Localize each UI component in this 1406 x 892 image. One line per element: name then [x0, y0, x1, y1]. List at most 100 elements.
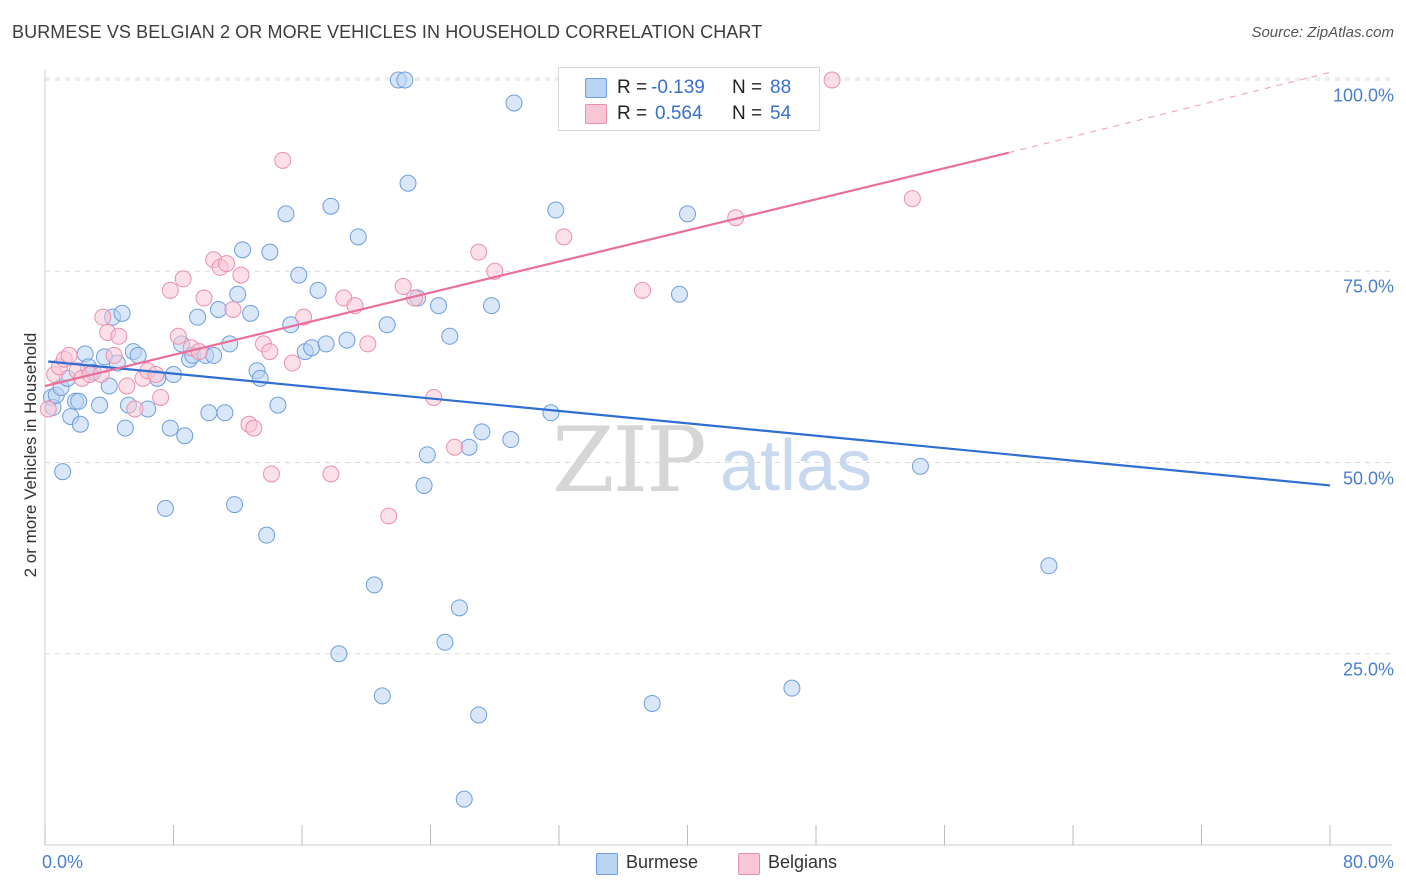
belgians-point: [261, 343, 279, 361]
belgians-point: [169, 327, 187, 345]
legend-n-label: N =: [732, 103, 763, 124]
belgians-point: [126, 400, 144, 418]
burmese-point: [911, 457, 929, 475]
belgians-point: [274, 151, 292, 169]
legend-r-value: 0.564: [655, 103, 703, 124]
burmese-point: [330, 645, 348, 663]
burmese-point: [378, 316, 396, 334]
burmese-point: [679, 205, 696, 223]
burmese-point: [116, 419, 134, 437]
belgians-point: [295, 308, 313, 326]
legend-r-value: -0.139: [651, 77, 705, 98]
burmese-swatch-icon: [585, 78, 607, 98]
burmese-point: [460, 438, 478, 456]
burmese-point: [258, 526, 276, 544]
belgians-point: [147, 366, 165, 384]
burmese-point: [277, 205, 295, 223]
watermark-zip: ZIP: [552, 408, 707, 513]
legend-n-label: N =: [732, 77, 763, 98]
burmese-point: [470, 706, 488, 724]
y-tick-label: 75.0%: [1342, 276, 1394, 297]
belgians-point: [634, 281, 652, 299]
belgians-legend-icon: [738, 853, 760, 875]
burmese-point: [396, 71, 414, 89]
legend-n-value: 88: [770, 77, 792, 98]
belgians-point: [110, 327, 128, 345]
belgians-point: [118, 377, 136, 395]
y-tick-label: 25.0%: [1342, 659, 1394, 680]
burmese-point: [309, 281, 327, 299]
burmese-point: [365, 576, 383, 594]
belgians-point: [105, 346, 123, 364]
belgians-point: [359, 335, 377, 353]
burmese-point: [349, 228, 367, 246]
burmese-legend-icon: [596, 853, 618, 875]
burmese-point: [430, 297, 448, 315]
burmese-point: [670, 285, 688, 303]
burmese-point: [418, 446, 436, 464]
belgians-swatch-icon: [585, 104, 607, 124]
burmese-point: [229, 285, 247, 303]
belgians-point: [152, 388, 170, 406]
burmese-point: [70, 392, 88, 410]
belgians-point: [380, 507, 398, 525]
burmese-point: [205, 346, 223, 364]
burmese-point: [505, 94, 523, 112]
belgians-point: [195, 289, 213, 307]
burmese-point: [261, 243, 279, 261]
burmese-point: [200, 404, 218, 422]
burmese-point: [483, 297, 501, 315]
belgians-trend-line: [44, 151, 1010, 388]
legend-r-label: R =: [617, 77, 648, 98]
burmese-point: [209, 301, 227, 318]
burmese-point: [251, 369, 269, 387]
burmese-point: [234, 241, 252, 259]
chart-title: BURMESE VS BELGIAN 2 OR MORE VEHICLES IN…: [12, 22, 763, 42]
belgians-point: [394, 278, 412, 296]
burmese-trend-line: [48, 360, 1331, 487]
burmese-point: [450, 599, 468, 617]
belgians-point: [60, 346, 78, 364]
belgians-point: [190, 343, 208, 361]
burmese-point: [242, 304, 260, 322]
burmese-point: [290, 266, 308, 284]
belgians-point: [470, 243, 488, 261]
belgians-point: [161, 281, 179, 299]
burmese-point: [176, 427, 194, 445]
burmese-point: [189, 308, 207, 326]
burmese-point: [542, 404, 560, 422]
x-tick-label: 0.0%: [42, 852, 84, 872]
burmese-point: [399, 174, 417, 192]
burmese-point: [269, 396, 287, 414]
burmese-point: [113, 304, 131, 322]
belgians-point: [823, 71, 841, 89]
belgians-point: [322, 465, 340, 483]
burmese-point: [441, 327, 459, 345]
burmese-point: [455, 790, 473, 808]
belgians-point: [283, 354, 301, 372]
burmese-point: [216, 404, 234, 422]
belgians-point: [903, 190, 921, 208]
belgians-point: [555, 228, 573, 246]
x-tick-label: 80.0%: [1342, 852, 1394, 872]
burmese-point: [643, 694, 661, 712]
belgians-point: [39, 400, 57, 418]
burmese-point: [502, 431, 520, 449]
burmese-point: [1040, 557, 1058, 575]
belgians-point: [218, 255, 236, 273]
belgians-point: [224, 301, 242, 318]
legend-r-label: R =: [617, 103, 648, 124]
belgians-point: [232, 266, 250, 284]
burmese-point: [71, 415, 89, 433]
burmese-point: [436, 633, 454, 651]
burmese-point: [156, 499, 174, 517]
belgians-point: [245, 419, 263, 437]
belgians-trend-extension: [1008, 71, 1331, 154]
burmese-point: [91, 396, 109, 414]
burmese-point: [161, 419, 179, 437]
burmese-point: [547, 201, 565, 219]
burmese-point: [317, 335, 335, 353]
belgians-point: [446, 438, 464, 456]
source-label: Source: ZipAtlas.com: [1251, 24, 1394, 41]
burmese-point: [303, 339, 321, 357]
